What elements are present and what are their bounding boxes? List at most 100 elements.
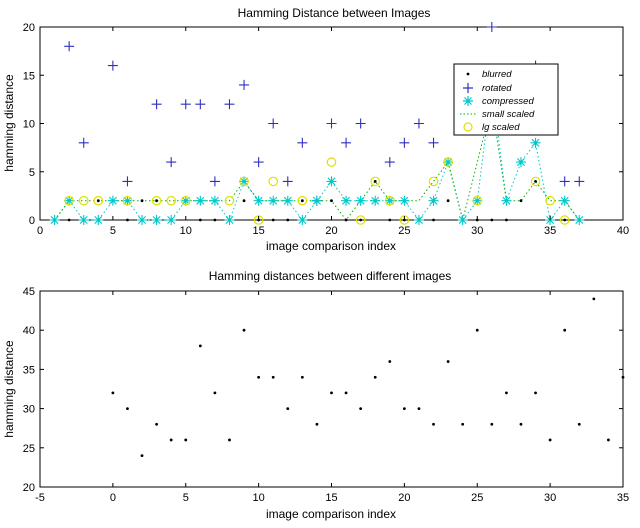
rotated-point bbox=[253, 157, 264, 168]
x-tick-label: 15 bbox=[253, 225, 265, 237]
compressed-point bbox=[224, 215, 235, 225]
lg-scaled-point bbox=[443, 157, 453, 167]
series-point bbox=[330, 391, 333, 395]
chart-2-xlabel: image comparison index bbox=[266, 507, 396, 521]
blurred-point bbox=[344, 218, 348, 222]
compressed-point bbox=[355, 195, 366, 206]
lg-scaled-point bbox=[64, 195, 74, 206]
series-point bbox=[490, 422, 494, 426]
rotated-point bbox=[399, 137, 410, 148]
compressed-point bbox=[64, 195, 75, 206]
series-point bbox=[111, 391, 115, 395]
rotated-point bbox=[341, 137, 352, 148]
compressed-point bbox=[151, 215, 162, 225]
compressed-point bbox=[93, 215, 104, 225]
x-tick-label: 10 bbox=[253, 492, 265, 504]
rotated-point bbox=[166, 157, 177, 168]
legend-label-lg-scaled: lg scaled bbox=[482, 122, 520, 133]
series-point bbox=[213, 391, 217, 395]
series-point bbox=[359, 407, 363, 410]
rotated-point bbox=[384, 157, 395, 168]
blurred-point bbox=[67, 218, 71, 222]
rotated-point bbox=[122, 176, 133, 187]
series-point bbox=[155, 422, 159, 426]
compressed-point bbox=[49, 215, 60, 225]
series-point bbox=[607, 438, 610, 442]
blurred-point bbox=[140, 199, 144, 203]
rotated-point bbox=[355, 118, 366, 129]
rotated-point bbox=[559, 176, 570, 187]
y-tick-label: 25 bbox=[23, 443, 35, 455]
rotated-point bbox=[107, 60, 118, 71]
blurred-point bbox=[271, 218, 275, 222]
series-point bbox=[300, 375, 304, 379]
compressed-point bbox=[384, 195, 395, 206]
lg-scaled-point bbox=[355, 215, 366, 225]
lg-scaled-point bbox=[472, 195, 483, 206]
compressed-point bbox=[559, 195, 570, 206]
series-point bbox=[286, 407, 290, 410]
blurred-point bbox=[242, 199, 246, 203]
compressed-point bbox=[239, 176, 250, 187]
series-point bbox=[534, 391, 537, 395]
x-tick-label: 35 bbox=[617, 492, 629, 504]
compressed-point bbox=[326, 176, 337, 187]
y-tick-label: 15 bbox=[23, 70, 35, 82]
rotated-point bbox=[78, 137, 89, 148]
chart-1-title: Hamming Distance between Images bbox=[238, 6, 431, 20]
blurred-point bbox=[213, 218, 217, 222]
compressed-point bbox=[297, 215, 308, 225]
lg-scaled-point bbox=[268, 176, 278, 187]
lg-scaled-point bbox=[224, 195, 235, 206]
legend-label-rotated: rotated bbox=[482, 83, 512, 94]
series-point bbox=[432, 422, 435, 426]
series-point bbox=[184, 438, 188, 442]
series-point bbox=[271, 375, 275, 379]
legend-item-compressed: compressed bbox=[463, 96, 534, 107]
rotated-point bbox=[268, 118, 279, 129]
compressed-point bbox=[413, 215, 424, 225]
compressed-point bbox=[166, 215, 177, 225]
chart-1-xlabel: image comparison index bbox=[266, 239, 396, 253]
compressed-point bbox=[428, 195, 439, 206]
lg-scaled-point bbox=[559, 215, 570, 225]
chart-2-marks bbox=[111, 297, 625, 458]
blurred-point bbox=[359, 218, 363, 222]
rotated-point bbox=[151, 99, 162, 110]
compressed-point bbox=[253, 195, 264, 206]
compressed-point bbox=[107, 195, 118, 206]
lg-scaled-point bbox=[78, 195, 89, 206]
lg-scaled-point bbox=[253, 215, 264, 225]
blurred-point bbox=[534, 180, 537, 183]
series-point bbox=[388, 360, 392, 363]
y-tick-label: 20 bbox=[23, 482, 35, 494]
series-point bbox=[475, 328, 479, 332]
blurred-point bbox=[155, 199, 159, 203]
lg-scaled-point bbox=[428, 176, 439, 187]
lg-scaled-point bbox=[384, 195, 395, 206]
lg-scaled-point bbox=[545, 195, 555, 206]
series-point bbox=[242, 328, 246, 332]
compressed-point bbox=[311, 195, 322, 206]
rotated-point bbox=[239, 79, 250, 90]
y-tick-label: 0 bbox=[29, 215, 35, 227]
legend-item-blurred: blurred bbox=[466, 69, 512, 80]
series-point bbox=[140, 454, 144, 458]
chart-2-plot-area bbox=[39, 290, 624, 488]
compressed-point bbox=[457, 215, 468, 225]
x-tick-label: 5 bbox=[110, 225, 116, 237]
lg-scaled-point bbox=[239, 176, 249, 187]
rotated-point bbox=[195, 99, 206, 110]
lg-scaled-point bbox=[399, 215, 410, 225]
legend-label-small-scaled: small scaled bbox=[482, 109, 535, 120]
compressed-point bbox=[530, 137, 541, 148]
rotated-point bbox=[574, 176, 585, 187]
legend-item-rotated: rotated bbox=[463, 83, 512, 94]
rotated-point bbox=[282, 176, 293, 187]
chart-1-ylabel: hamming distance bbox=[2, 74, 16, 172]
chart-panel-2: Hamming distances between different imag… bbox=[2, 269, 629, 521]
lg-scaled-point bbox=[122, 195, 133, 206]
y-tick-label: 10 bbox=[23, 119, 35, 131]
series-point bbox=[315, 422, 319, 426]
